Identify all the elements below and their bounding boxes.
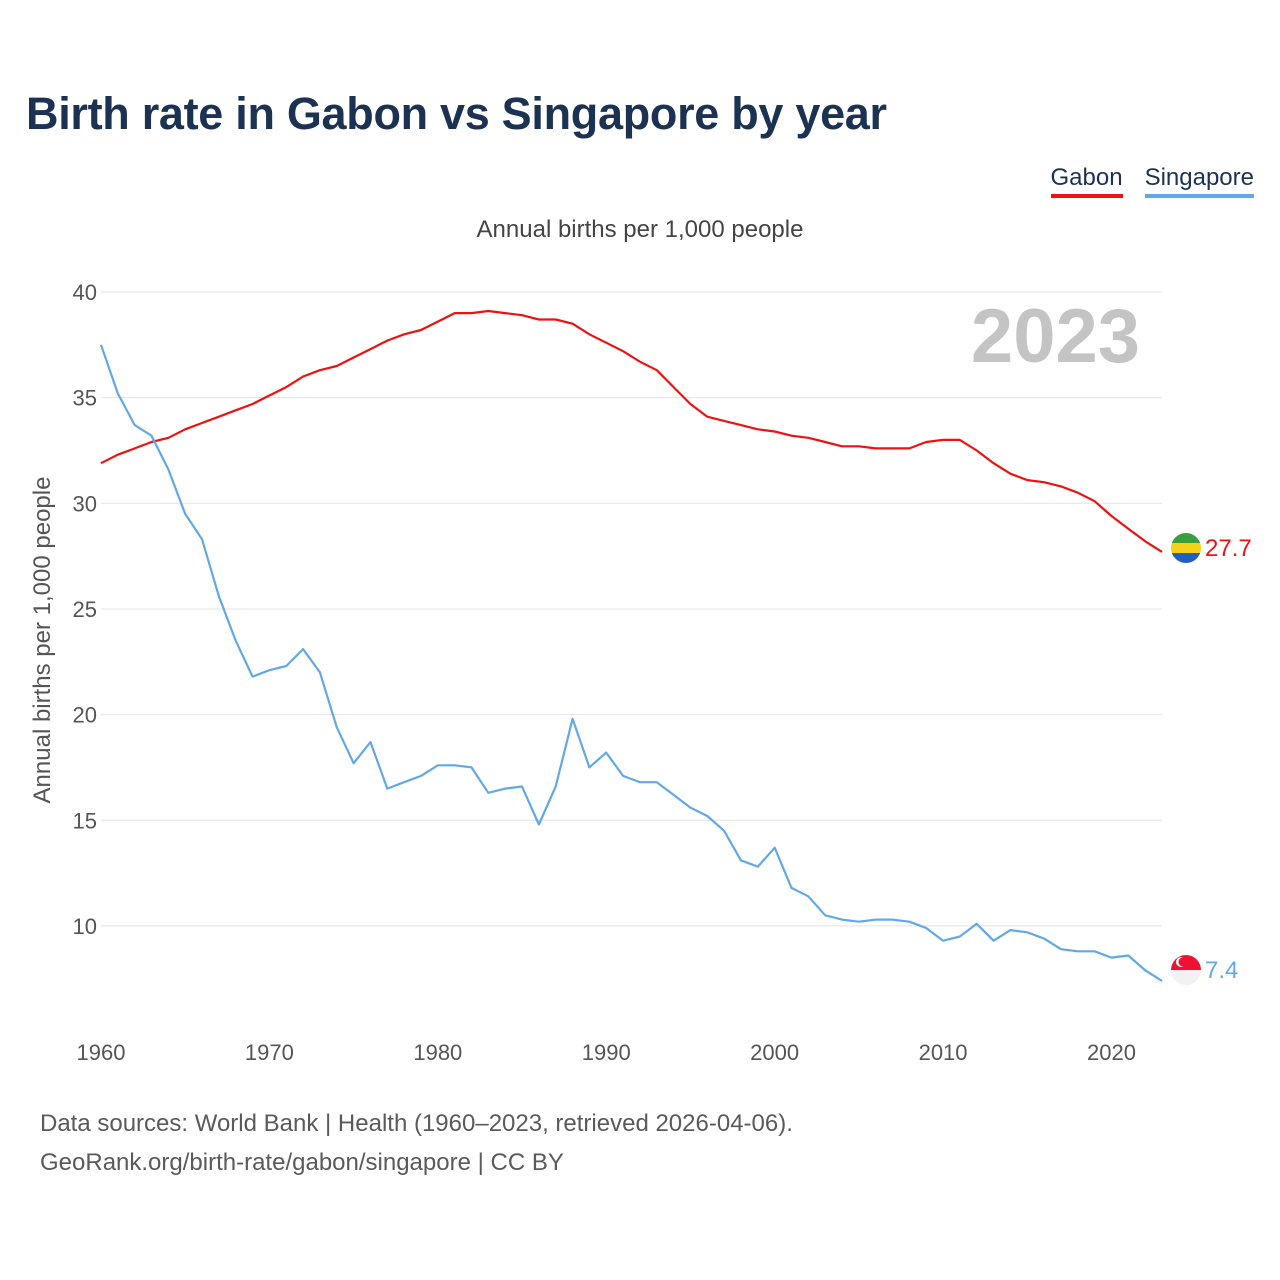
y-axis-label: Annual births per 1,000 people: [29, 477, 56, 804]
legend-item-gabon[interactable]: Gabon: [1050, 164, 1123, 198]
chart-subtitle: Annual births per 1,000 people: [476, 216, 804, 243]
gabon-end-value: 27.7: [1205, 535, 1252, 562]
line-chart: 10 15 20 25 30 35 40 1960 1970 1980 1990 2000 2010 2…: [29, 280, 1252, 1065]
footer-sources: Data sources: World Bank | Health (1960–…: [40, 1110, 793, 1137]
x-axis-ticks: 1960 1970 1980 1990 2000 2010 2020: [77, 1040, 1136, 1065]
y-tick-label: 30: [73, 491, 97, 516]
y-tick-label: 20: [73, 703, 97, 728]
y-tick-label: 25: [73, 597, 97, 622]
series-lines: [99, 309, 1163, 982]
footer-attribution: GeoRank.org/birth-rate/gabon/singapore |…: [40, 1149, 564, 1176]
gabon-line[interactable]: [100, 309, 1163, 553]
y-tick-label: 40: [73, 280, 97, 305]
singapore-end-value: 7.4: [1205, 957, 1238, 984]
chart-title: Birth rate in Gabon vs Singapore by year: [26, 88, 887, 139]
gabon-flag-icon: [1171, 533, 1201, 563]
singapore-line[interactable]: [99, 344, 1163, 982]
x-tick-label: 1990: [582, 1040, 631, 1065]
y-tick-label: 10: [73, 914, 97, 939]
y-tick-label: 15: [73, 808, 97, 833]
x-tick-label: 1960: [77, 1040, 126, 1065]
gridlines: [101, 291, 1162, 927]
x-tick-label: 2010: [919, 1040, 968, 1065]
x-tick-label: 2000: [750, 1040, 799, 1065]
legend: Gabon Singapore: [1050, 164, 1254, 198]
footer: Data sources: World Bank | Health (1960–…: [40, 1104, 793, 1182]
singapore-flag-icon: [1171, 955, 1201, 985]
x-tick-label: 1970: [245, 1040, 294, 1065]
legend-item-singapore[interactable]: Singapore: [1144, 164, 1254, 198]
y-tick-label: 35: [73, 386, 97, 411]
y-axis-ticks: 10 15 20 25 30 35 40: [73, 280, 97, 939]
x-tick-label: 1980: [413, 1040, 462, 1065]
year-watermark: 2023: [971, 294, 1140, 379]
x-tick-label: 2020: [1087, 1040, 1136, 1065]
